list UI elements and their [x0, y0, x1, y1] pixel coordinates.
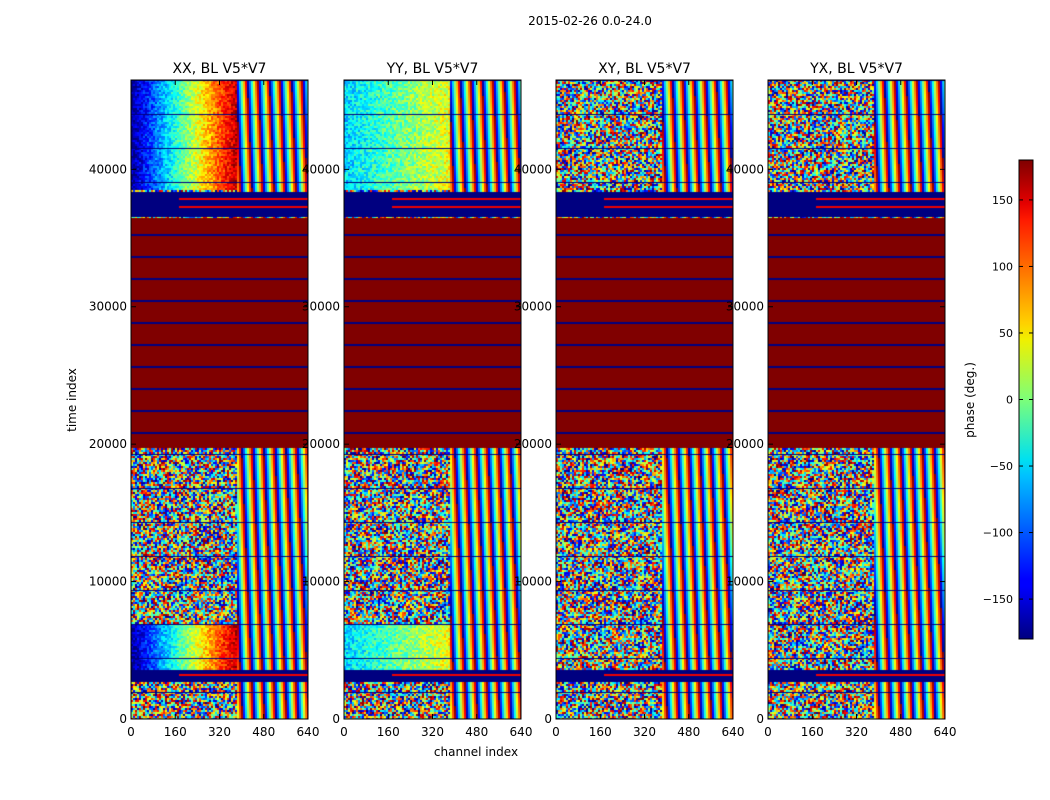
- x-tick-label: 0: [552, 725, 560, 739]
- panel-1: YY, BL V5*V7 0 160 320 480 640 0 10000 20000 3000…: [302, 61, 533, 739]
- x-tick-label: 480: [252, 725, 275, 739]
- y-tick-label: 40000: [514, 162, 552, 176]
- heatmap-image: [768, 80, 945, 719]
- x-tick-label: 320: [633, 725, 656, 739]
- x-tick-label: 480: [465, 725, 488, 739]
- colorbar-tick-label: 0: [1006, 394, 1013, 407]
- x-tick-label: 0: [340, 725, 348, 739]
- x-tick-label: 640: [297, 725, 320, 739]
- panel-3: YX, BL V5*V7 0 160 320 480 640 0 10000 20000 3000…: [726, 61, 957, 739]
- x-tick-label: 0: [127, 725, 135, 739]
- panel-title: YY, BL V5*V7: [386, 61, 479, 77]
- y-tick-label: 0: [119, 712, 127, 726]
- heatmap-image: [556, 80, 733, 719]
- colorbar-tick-label: −150: [983, 593, 1013, 606]
- y-tick-label: 10000: [726, 575, 764, 589]
- x-tick-label: 320: [208, 725, 231, 739]
- y-tick-label: 20000: [514, 437, 552, 451]
- x-tick-label: 480: [677, 725, 700, 739]
- x-tick-label: 160: [589, 725, 612, 739]
- y-tick-label: 30000: [302, 300, 340, 314]
- x-axis-label: channel index: [434, 745, 518, 759]
- y-tick-label: 30000: [89, 300, 127, 314]
- y-tick-label: 10000: [302, 575, 340, 589]
- y-tick-label: 10000: [514, 575, 552, 589]
- y-tick-label: 10000: [89, 575, 127, 589]
- x-tick-label: 640: [934, 725, 957, 739]
- panel-2: XY, BL V5*V7 0 160 320 480 640 0 10000 20000 3000…: [514, 61, 745, 739]
- heatmap-raster: [556, 80, 733, 719]
- colorbar-tick-label: −100: [983, 527, 1013, 540]
- y-axis-label: time index: [65, 368, 79, 432]
- heatmap-raster: [344, 80, 521, 719]
- y-tick-label: 0: [332, 712, 340, 726]
- y-tick-label: 20000: [302, 437, 340, 451]
- y-tick-label: 40000: [726, 162, 764, 176]
- panel-title: XX, BL V5*V7: [173, 61, 267, 77]
- colorbar-tick-label: 150: [992, 194, 1013, 207]
- y-tick-label: 30000: [726, 300, 764, 314]
- x-tick-label: 480: [889, 725, 912, 739]
- heatmap-raster: [768, 80, 945, 719]
- heatmap-image: [344, 80, 521, 719]
- y-tick-label: 30000: [514, 300, 552, 314]
- heatmap-image: [131, 80, 308, 719]
- y-tick-label: 20000: [89, 437, 127, 451]
- colorbar-tick-label: 100: [992, 260, 1013, 273]
- y-tick-label: 40000: [302, 162, 340, 176]
- x-tick-label: 160: [377, 725, 400, 739]
- x-tick-label: 160: [164, 725, 187, 739]
- y-tick-label: 0: [544, 712, 552, 726]
- colorbar-tick-label: 50: [999, 327, 1013, 340]
- panel-title: YX, BL V5*V7: [809, 61, 903, 77]
- y-tick-label: 40000: [89, 162, 127, 176]
- y-tick-label: 20000: [726, 437, 764, 451]
- x-tick-label: 0: [764, 725, 772, 739]
- heatmap-raster: [131, 80, 308, 719]
- figure-title: 2015-02-26 0.0-24.0: [528, 14, 652, 28]
- colorbar-tick-label: −50: [990, 460, 1013, 473]
- y-tick-label: 0: [756, 712, 764, 726]
- x-tick-label: 320: [845, 725, 868, 739]
- x-tick-label: 160: [801, 725, 824, 739]
- panel-0: XX, BL V5*V7 0 160 320 480 640 0 10000 20000 3000…: [89, 61, 320, 739]
- x-tick-label: 640: [510, 725, 533, 739]
- colorbar-label: phase (deg.): [963, 362, 977, 438]
- x-tick-label: 320: [421, 725, 444, 739]
- x-tick-label: 640: [722, 725, 745, 739]
- panel-title: XY, BL V5*V7: [598, 61, 691, 77]
